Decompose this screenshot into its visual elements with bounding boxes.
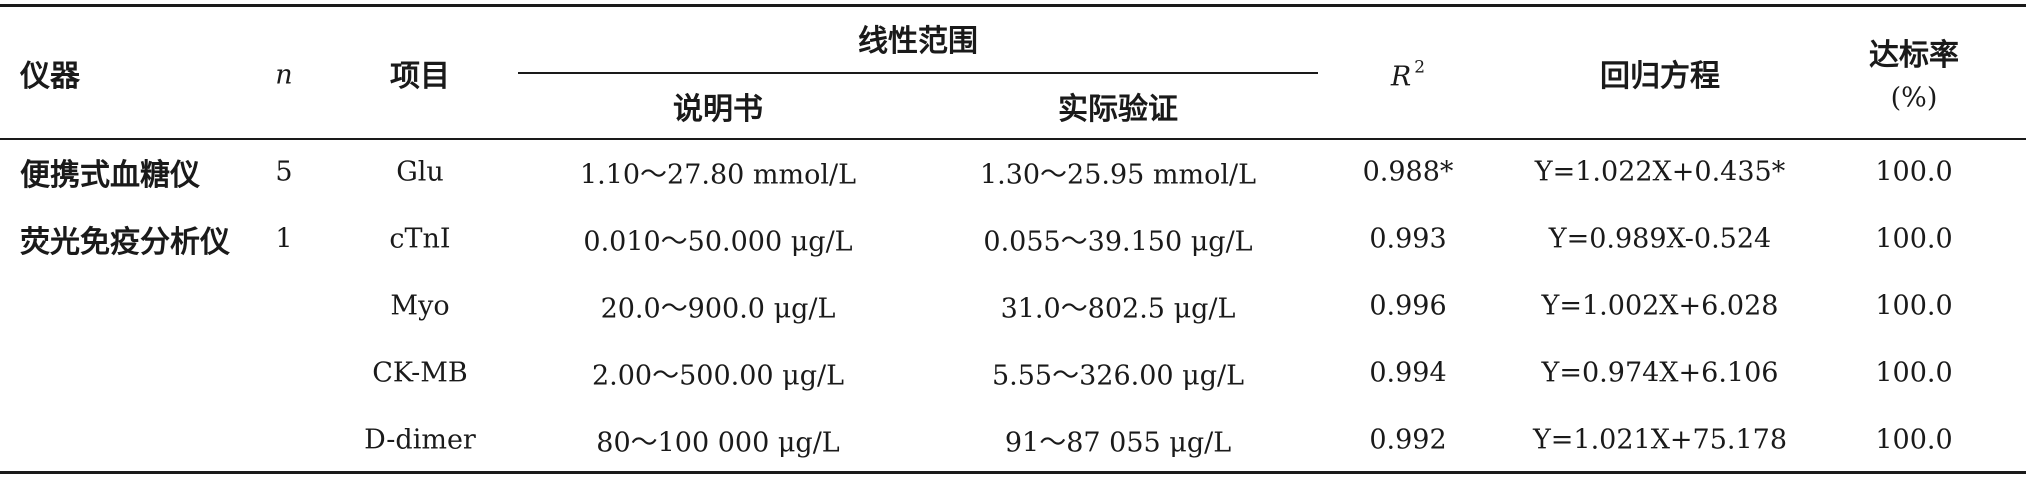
cell-n: 1	[275, 223, 293, 255]
header-r2-superscript: 2	[1414, 57, 1426, 78]
header-regression: 回归方程	[1600, 59, 1720, 94]
header-actual: 实际验证	[1058, 92, 1178, 127]
cell-actual: 91～87 055 μg/L	[1004, 427, 1232, 459]
cell-rate: 100.0	[1875, 424, 1953, 456]
cell-instrument: 荧光免疫分析仪	[20, 225, 230, 260]
cell-r2: 0.993	[1369, 223, 1447, 255]
header-pass-rate-line1: 达标率	[1869, 38, 1959, 73]
cell-r2: 0.988*	[1362, 156, 1454, 188]
cell-r2: 0.996	[1369, 290, 1447, 322]
header-r2-letter: R	[1390, 61, 1412, 93]
cell-item: Glu	[396, 156, 444, 188]
cell-instrument: 便携式血糖仪	[20, 158, 200, 193]
cell-item: D-dimer	[364, 424, 476, 456]
cell-rate: 100.0	[1875, 223, 1953, 255]
cell-manual: 1.10～27.80 mmol/L	[579, 159, 857, 191]
cell-r2: 0.992	[1369, 424, 1447, 456]
linear-range-divider	[518, 72, 1318, 74]
cell-regression: Y=1.021X+75.178	[1532, 424, 1788, 456]
cell-rate: 100.0	[1875, 290, 1953, 322]
header-pass-rate-line2: (%)	[1890, 82, 1938, 114]
cell-r2: 0.994	[1369, 357, 1447, 389]
cell-item: cTnI	[389, 223, 451, 255]
cell-actual: 0.055～39.150 μg/L	[983, 226, 1253, 258]
cell-item: CK-MB	[372, 357, 468, 389]
cell-actual: 31.0～802.5 μg/L	[1000, 293, 1236, 325]
cell-rate: 100.0	[1875, 156, 1953, 188]
cell-regression: Y=1.022X+0.435*	[1534, 156, 1786, 188]
cell-n: 5	[275, 156, 293, 188]
header-item: 项目	[390, 59, 450, 94]
header-linear-range: 线性范围	[858, 24, 978, 59]
header-bottom-rule	[0, 138, 2026, 140]
cell-manual: 20.0～900.0 μg/L	[600, 293, 836, 325]
header-instrument: 仪器	[20, 59, 80, 94]
cell-regression: Y=1.002X+6.028	[1541, 290, 1779, 322]
cell-rate: 100.0	[1875, 357, 1953, 389]
cell-actual: 1.30～25.95 mmol/L	[979, 159, 1257, 191]
cell-item: Myo	[390, 290, 450, 322]
top-rule	[0, 4, 2026, 7]
cell-manual: 0.010～50.000 μg/L	[583, 226, 853, 258]
cell-regression: Y=0.989X-0.524	[1548, 223, 1772, 255]
cell-manual: 2.00～500.00 μg/L	[591, 360, 845, 392]
bottom-rule	[0, 471, 2026, 474]
header-manual: 说明书	[673, 92, 763, 127]
header-n: n	[275, 59, 293, 91]
cell-actual: 5.55～326.00 μg/L	[991, 360, 1245, 392]
cell-manual: 80～100 000 μg/L	[596, 427, 840, 459]
cell-regression: Y=0.974X+6.106	[1541, 357, 1779, 389]
